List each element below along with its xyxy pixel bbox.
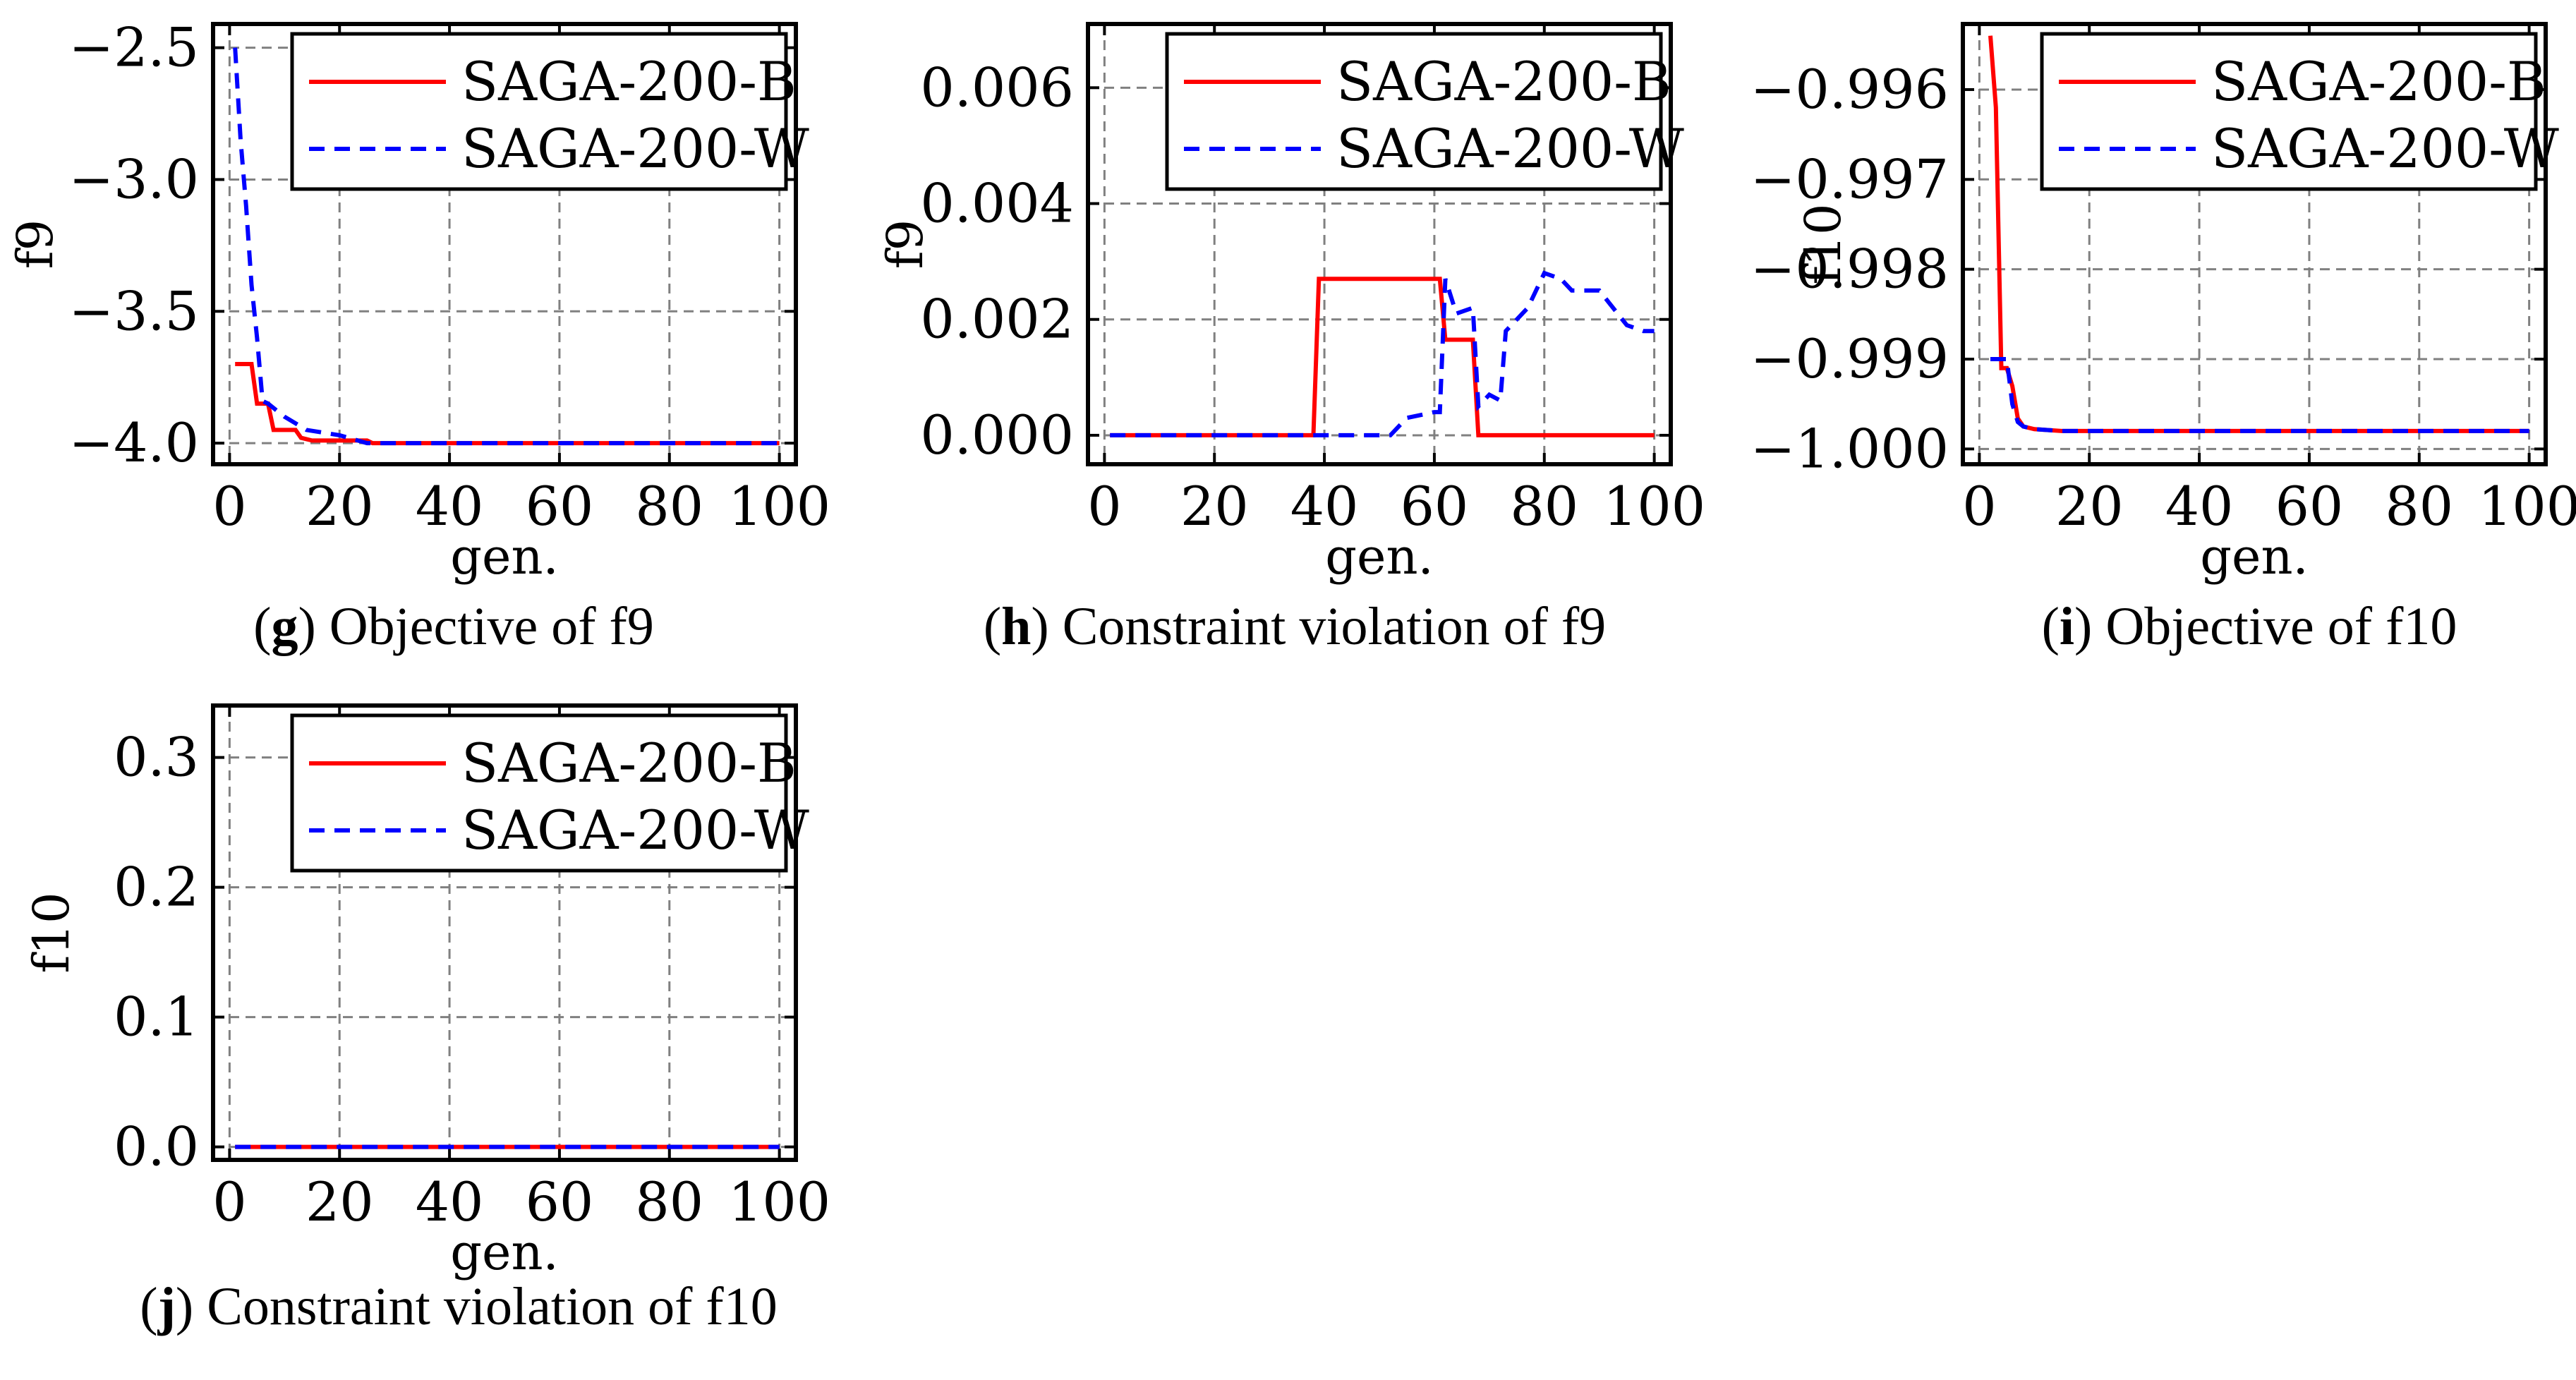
legend-box [1165, 32, 1663, 191]
y-tick-label: −4.0 [68, 411, 199, 474]
y-axis-label: f10 [23, 892, 80, 974]
x-tick-label: 80 [2385, 475, 2453, 538]
legend-box [290, 32, 788, 191]
x-tick-label: 80 [1510, 475, 1578, 538]
legend-label: SAGA-200-B [461, 50, 797, 113]
y-tick-label: 0.2 [114, 856, 199, 919]
y-tick-label: −0.998 [1750, 238, 1949, 301]
panel-caption: (h) Constraint violation of f9 [984, 597, 1606, 656]
panel-caption: (i) Objective of f10 [2042, 597, 2457, 656]
y-tick-label: −0.997 [1750, 147, 1949, 210]
x-tick-label: 40 [1290, 475, 1359, 538]
legend-box [290, 713, 788, 873]
x-tick-label: 40 [2165, 475, 2234, 538]
y-tick-label: −0.996 [1750, 58, 1949, 121]
x-tick-label: 60 [526, 1170, 594, 1233]
x-tick-label: 60 [1401, 475, 1469, 538]
chart-panel-g: 0 20 40 60 80 100 −2.5 −3.0 −3.5 −4.0 gen. f9 SAGA-2… [6, 16, 830, 656]
x-tick-label: 20 [2055, 475, 2124, 538]
x-tick-label: 100 [728, 1170, 830, 1233]
legend-label: SAGA-200-B [461, 732, 797, 794]
x-axis-label: gen. [450, 1223, 559, 1281]
y-tick-label: 0.3 [114, 726, 199, 789]
x-tick-label: 60 [2275, 475, 2344, 538]
y-tick-label: −1.000 [1750, 417, 1949, 480]
series-line-saga-200-w [233, 47, 780, 446]
plot-frame [211, 703, 798, 1162]
x-tick-label: 40 [416, 475, 484, 538]
series-line-saga-200-w [1110, 270, 1655, 437]
x-tick-label: 60 [526, 475, 594, 538]
chart-panel-i: 0 20 40 60 80 100 −0.996 −0.997 −0.998 −0.999 −1.0… [1750, 22, 2576, 656]
x-axis-label: gen. [1325, 528, 1434, 586]
x-tick-label: 80 [635, 1170, 703, 1233]
y-axis-label: f9 [876, 219, 934, 269]
legend-label: SAGA-200-B [1336, 50, 1671, 113]
plot-frame [1961, 22, 2548, 466]
x-tick-label: 100 [728, 475, 830, 538]
x-tick-label: 40 [416, 1170, 484, 1233]
y-tick-label: 0.004 [920, 172, 1074, 235]
y-tick-label: 0.002 [920, 288, 1074, 351]
x-tick-label: 20 [306, 475, 374, 538]
plot-frame [211, 22, 798, 466]
y-tick-label: 0.1 [114, 986, 199, 1048]
series-line-saga-200-w [1990, 357, 2529, 433]
x-tick-label: 80 [635, 475, 703, 538]
legend-label: SAGA-200-W [1336, 117, 1684, 180]
panel-caption: (j) Constraint violation of f10 [140, 1277, 777, 1336]
x-tick-label: 100 [1603, 475, 1705, 538]
x-tick-label: 20 [1180, 475, 1249, 538]
y-axis-label: f10 [1794, 204, 1852, 285]
y-tick-label: −0.999 [1750, 327, 1949, 390]
panel-caption: (g) Objective of f9 [253, 597, 654, 656]
y-tick-label: 0.0 [114, 1115, 199, 1178]
legend-box [2040, 32, 2538, 191]
chart-panel-j: 0 20 40 60 80 100 0.0 0.1 0.2 0.3 gen. f10 SAGA-200-… [23, 703, 830, 1336]
plot-frame [1086, 22, 1673, 466]
x-axis-label: gen. [2200, 528, 2309, 586]
y-tick-label: 0.006 [920, 56, 1074, 119]
chart-panel-h: 0 20 40 60 80 100 0.000 0.002 0.004 0.006 gen. f9 SA… [876, 22, 1705, 656]
y-tick-label: 0.000 [920, 404, 1074, 466]
x-tick-label: 100 [2478, 475, 2576, 538]
y-axis-label: f9 [6, 219, 64, 269]
x-tick-label: 20 [306, 1170, 374, 1233]
y-tick-label: −3.5 [68, 279, 199, 342]
y-tick-label: −2.5 [68, 16, 199, 79]
legend-label: SAGA-200-W [2211, 117, 2559, 180]
series-line-saga-200-b [1110, 277, 1655, 437]
x-tick-label: 0 [1962, 475, 1996, 538]
legend-label: SAGA-200-W [461, 117, 809, 180]
y-tick-label: −3.0 [68, 147, 199, 210]
legend-label: SAGA-200-B [2211, 50, 2546, 113]
legend-label: SAGA-200-W [461, 799, 809, 861]
x-tick-label: 0 [1087, 475, 1121, 538]
x-tick-label: 0 [212, 1170, 246, 1233]
x-tick-label: 0 [212, 475, 246, 538]
x-axis-label: gen. [450, 528, 559, 586]
